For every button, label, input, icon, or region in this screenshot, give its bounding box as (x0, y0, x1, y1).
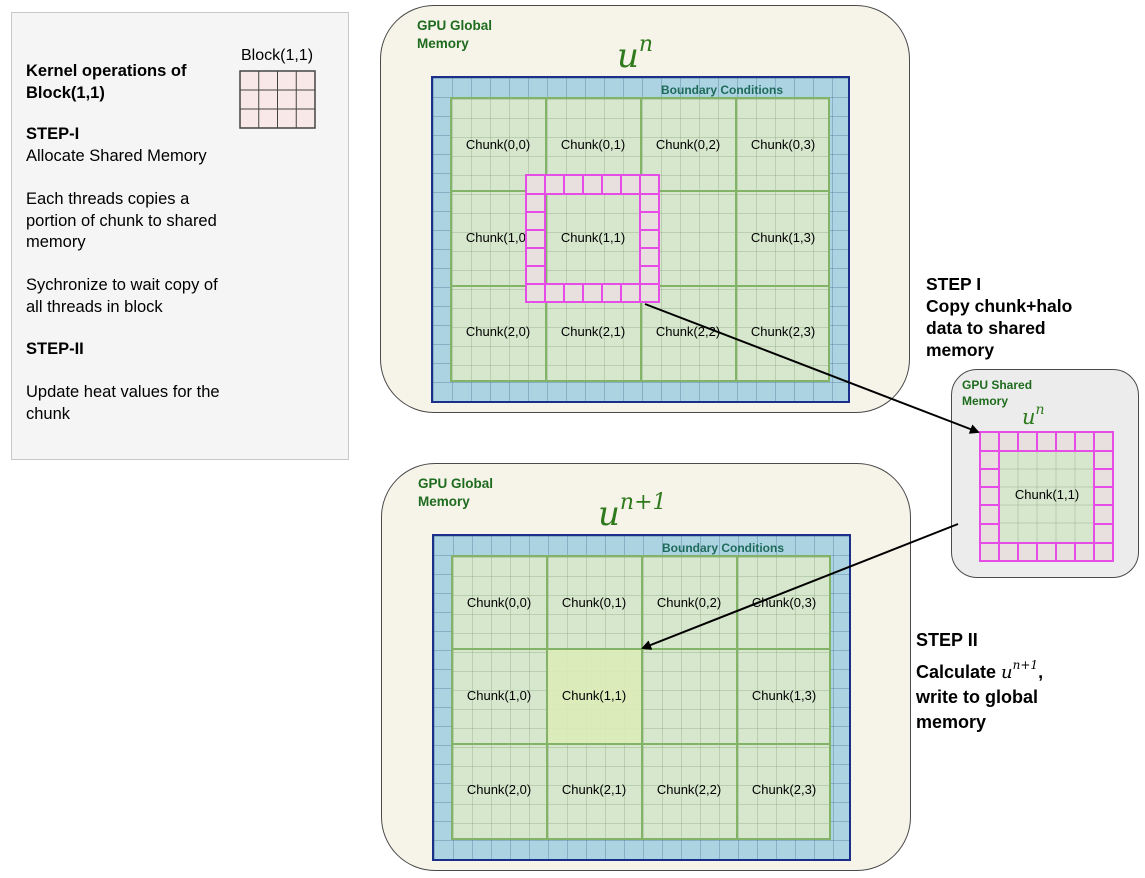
shared-memory-label-line-2: Memory (962, 394, 1009, 408)
superscript-n: n (638, 32, 654, 57)
chunk-divider (451, 648, 831, 650)
u-symbol: u (1022, 405, 1036, 429)
chunk-label: Chunk(2,3) (750, 324, 816, 339)
notes-step2-title: STEP-II (26, 340, 84, 358)
u-symbol: u (1001, 661, 1013, 683)
superscript-n-plus-1: n+1 (1012, 657, 1039, 672)
notes-copy-line-1: Each threads copies a (26, 190, 190, 208)
notes-step1-line: Allocate Shared Memory (26, 147, 207, 165)
notes-update-text: Update heat values for the chunk (26, 382, 220, 425)
chunk-label: Chunk(2,0) (466, 782, 532, 797)
thread-block-grid (239, 70, 316, 129)
chunk-label: Chunk(2,1) (560, 324, 626, 339)
boundary-conditions-label-top: Boundary Conditions (661, 83, 783, 97)
step-1-line-4: memory (926, 340, 995, 360)
notes-sync-line-1: Sychronize to wait copy of (26, 276, 218, 294)
notes-sync-text: Sychronize to wait copy of all threads i… (26, 275, 218, 318)
u-n-symbol-top: un (617, 32, 653, 76)
step-2-math: un+1 (1001, 658, 1038, 683)
global-memory-top-label-line-2: Memory (417, 36, 469, 51)
notes-heading-line-1: Kernel operations of (26, 62, 187, 80)
chunk-divider (736, 555, 738, 840)
notes-sync-line-2: all threads in block (26, 297, 163, 316)
u-symbol: u (617, 36, 639, 76)
chunk-divider (641, 555, 643, 840)
u-symbol: u (598, 494, 620, 534)
u-n-plus-1-symbol-bottom: un+1 (598, 490, 667, 534)
kernel-notes-panel: Kernel operations of Block(1,1) STEP-I A… (11, 12, 349, 460)
notes-heading-line-2: Block(1,1) (26, 83, 105, 102)
step-2-annotation: STEP II Calculate un+1, write to global … (916, 628, 1043, 734)
step-1-line-3: data to shared (926, 318, 1046, 338)
notes-update-line-1: Update heat values for the (26, 383, 220, 401)
superscript-n-plus-1: n+1 (619, 490, 667, 515)
block-label: Block(1,1) (241, 47, 314, 64)
notes-heading: Kernel operations of Block(1,1) (26, 61, 186, 104)
chunk-label: Chunk(1,3) (751, 688, 817, 703)
u-n-symbol-shared: un (1022, 402, 1045, 429)
chunk-label: Chunk(1,1) (561, 688, 627, 703)
chunk-label: Chunk(0,3) (750, 137, 816, 152)
notes-copy-line-3: memory (26, 233, 86, 251)
step-2-line-3: write to global (916, 687, 1039, 707)
step-2-title: STEP II (916, 630, 978, 650)
chunk-label: Chunk(2,0) (465, 324, 531, 339)
chunk-divider (546, 555, 548, 840)
updated-chunk-highlight (548, 650, 641, 743)
step-2-calc-line: Calculate un+1, (916, 653, 1043, 686)
chunk-label: Chunk(0,2) (656, 595, 722, 610)
chunk-label: Chunk(0,1) (561, 595, 627, 610)
chunk-label: Chunk(2,1) (561, 782, 627, 797)
write-back-arrow (641, 523, 959, 650)
chunk-label: Chunk(2,2) (656, 782, 722, 797)
chunk-label: Chunk(1,3) (750, 230, 816, 245)
chunk-label: Chunk(0,1) (560, 137, 626, 152)
chunk-divider (451, 743, 831, 745)
global-memory-top-label-line-1: GPU Global (417, 18, 493, 33)
halo-ring-top (525, 174, 660, 303)
superscript-n: n (1035, 402, 1045, 418)
step-2-calc-prefix: Calculate (916, 661, 1002, 682)
global-memory-top-label: GPU Global Memory (417, 17, 492, 53)
chunk-label: Chunk(1,0) (465, 230, 531, 245)
chunk-label: Chunk(0,0) (466, 595, 532, 610)
global-memory-bottom-label: GPU Global Memory (418, 475, 493, 511)
shared-chunk-label: Chunk(1,1) (1014, 487, 1080, 502)
shared-halo-block (979, 431, 1114, 562)
step-1-line-2: Copy chunk+halo (926, 296, 1073, 316)
notes-copy-text: Each threads copies a portion of chunk t… (26, 189, 217, 254)
step-2-calc-suffix: , (1038, 661, 1044, 682)
chunk-label: Chunk(2,3) (751, 782, 817, 797)
chunk-label: Chunk(1,0) (466, 688, 532, 703)
shared-memory-label-line-1: GPU Shared (962, 378, 1033, 392)
shared-memory-label: GPU Shared Memory (962, 377, 1032, 409)
global-memory-bottom-label-line-1: GPU Global (418, 476, 494, 491)
chunk-label: Chunk(1,1) (560, 230, 626, 245)
step-2-line-4: memory (916, 711, 987, 732)
chunk-label: Chunk(0,0) (465, 137, 531, 152)
notes-update-line-2: chunk (26, 404, 71, 423)
chunk-label: Chunk(0,2) (655, 137, 721, 152)
notes-step1-title: STEP-I (26, 125, 80, 143)
notes-copy-line-2: portion of chunk to shared (26, 211, 217, 230)
step-1-annotation: STEP I Copy chunk+halo data to shared me… (926, 273, 1072, 361)
global-memory-bottom-label-line-2: Memory (418, 494, 470, 509)
step-1-line-1: STEP I (926, 274, 982, 294)
copy-to-shared-arrow (644, 303, 980, 434)
chunk-divider (735, 97, 737, 382)
boundary-conditions-label-bottom: Boundary Conditions (662, 541, 784, 555)
